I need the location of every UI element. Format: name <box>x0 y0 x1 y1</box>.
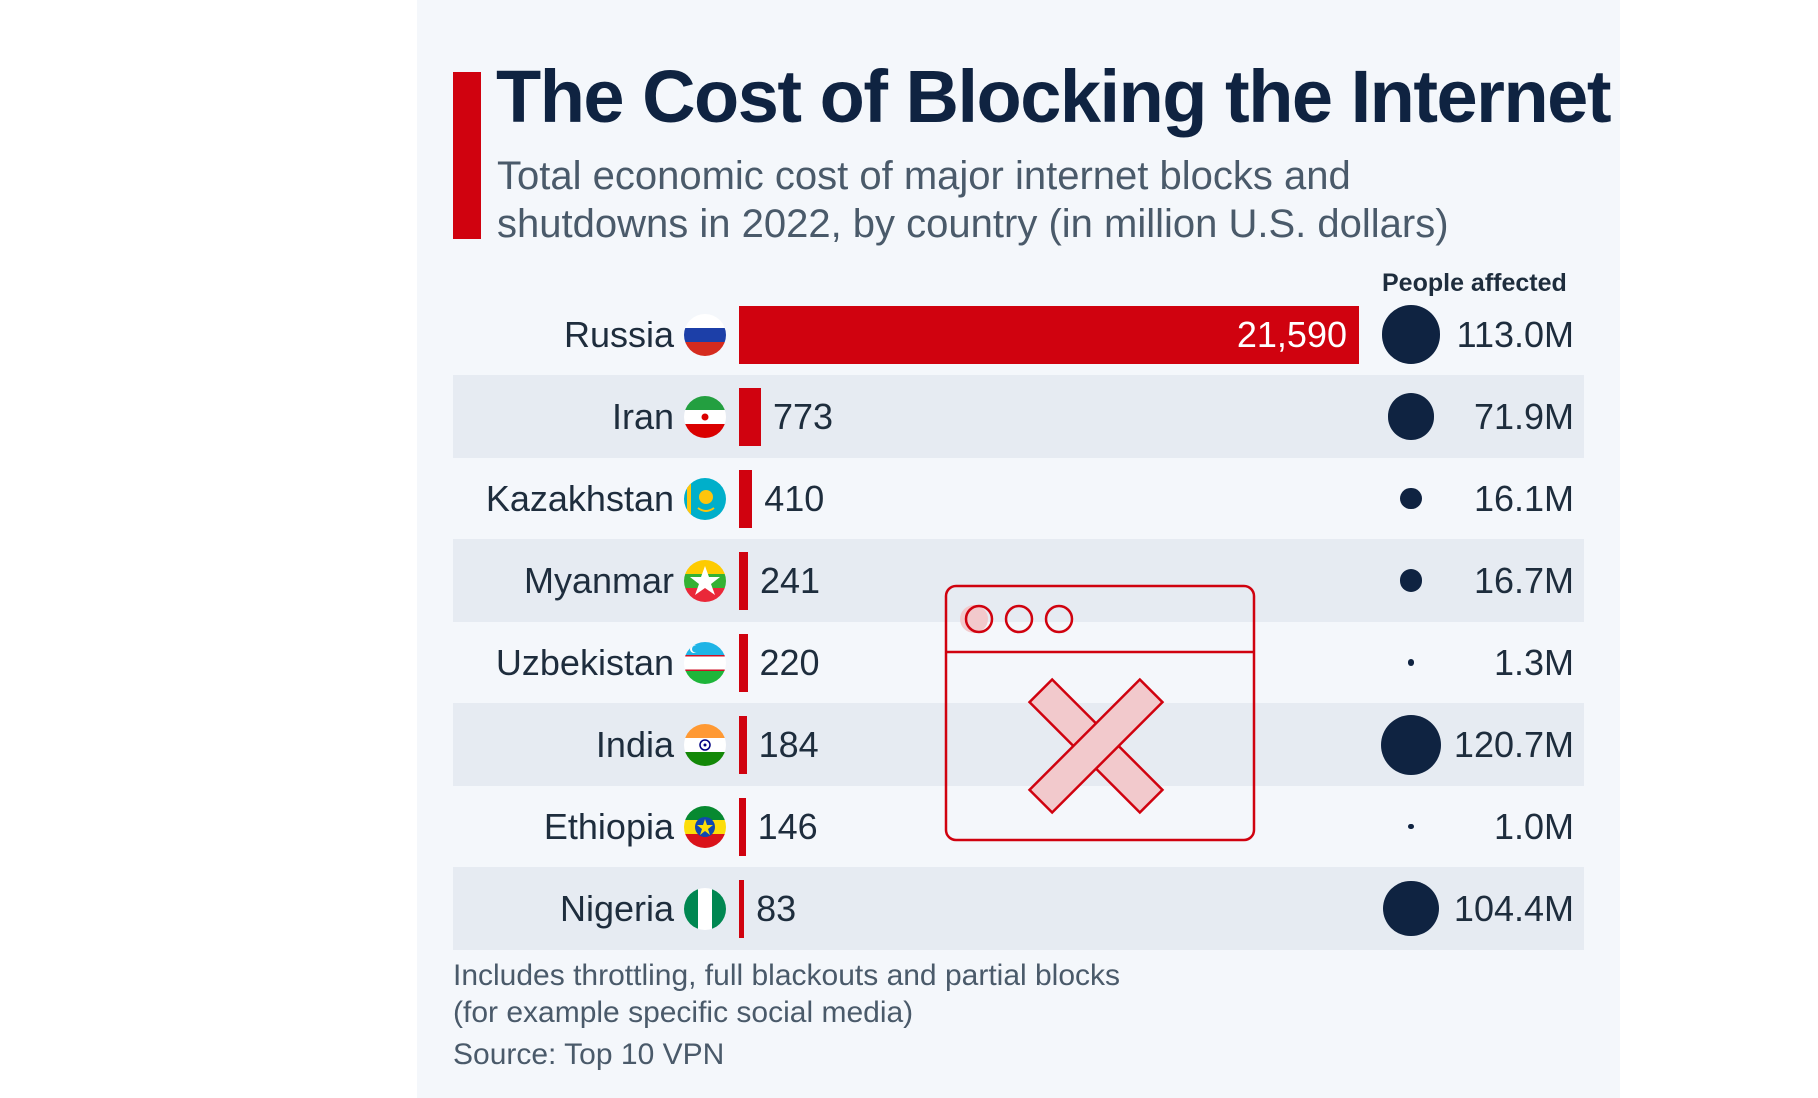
chart-subtitle: Total economic cost of major internet bl… <box>497 152 1597 248</box>
blocked-browser-icon <box>944 584 1256 842</box>
bar <box>739 469 753 528</box>
people-affected-label: 1.0M <box>1493 805 1574 847</box>
bar-value-label: 220 <box>759 641 820 683</box>
country-label: India <box>595 723 674 765</box>
people-bubble <box>1407 659 1415 666</box>
country-label: Uzbekistan <box>495 641 674 683</box>
bar <box>739 879 745 938</box>
myanmar-flag-icon <box>684 559 726 602</box>
people-affected-label: 120.7M <box>1453 723 1574 765</box>
bar <box>739 633 748 692</box>
country-label: Kazakhstan <box>485 477 674 519</box>
people-affected-label: 1.3M <box>1493 641 1574 683</box>
uzbekistan-flag-icon <box>684 641 726 684</box>
country-label: Ethiopia <box>543 805 674 847</box>
people-bubble <box>1387 393 1435 440</box>
subtitle-line-2: shutdowns in 2022, by country (in millio… <box>497 202 1449 246</box>
note-line-2: (for example specific social media) <box>453 996 914 1029</box>
people-affected-label: 71.9M <box>1473 395 1574 437</box>
iran-flag-icon <box>684 395 726 438</box>
people-bubble <box>1381 714 1441 775</box>
bar-value-label: 146 <box>757 805 818 847</box>
people-bubble <box>1383 880 1439 937</box>
country-label: Iran <box>611 395 674 437</box>
people-bubble <box>1381 305 1441 364</box>
people-affected-label: 104.4M <box>1453 887 1574 929</box>
country-label: Nigeria <box>559 887 674 929</box>
ethiopia-flag-icon <box>684 805 726 848</box>
india-flag-icon <box>684 723 726 766</box>
chart-note: Includes throttling, full blackouts and … <box>453 957 1120 1031</box>
country-label: Myanmar <box>523 559 674 601</box>
kazakhstan-flag-icon <box>684 477 726 520</box>
bar-value-label: 21,590 <box>1236 313 1347 355</box>
chart-title: The Cost of Blocking the Internet <box>496 55 1611 138</box>
note-line-1: Includes throttling, full blackouts and … <box>453 959 1121 992</box>
russia-flag-icon <box>684 313 726 356</box>
subtitle-line-1: Total economic cost of major internet bl… <box>497 154 1351 198</box>
bar-value-label: 410 <box>764 477 825 519</box>
people-bubble <box>1400 487 1422 510</box>
bar <box>739 387 761 446</box>
bar <box>739 551 749 610</box>
title-accent-bar <box>453 72 481 239</box>
bar-value-label: 184 <box>758 723 819 765</box>
nigeria-flag-icon <box>684 887 726 930</box>
bar-value-label: 83 <box>756 887 797 929</box>
people-bubble <box>1408 823 1414 830</box>
chart-source: Source: Top 10 VPN <box>453 1038 725 1071</box>
bar <box>739 797 746 856</box>
bar-value-label: 773 <box>773 395 834 437</box>
people-affected-label: 16.7M <box>1473 559 1574 601</box>
people-bubble <box>1399 569 1423 592</box>
people-affected-header: People affected <box>1382 269 1567 297</box>
people-affected-label: 113.0M <box>1456 313 1574 355</box>
bar-value-label: 241 <box>760 559 821 601</box>
row-stripe <box>453 539 1584 622</box>
bar <box>739 305 1359 364</box>
bar <box>739 715 747 774</box>
people-affected-label: 16.1M <box>1473 477 1574 519</box>
country-label: Russia <box>563 313 674 355</box>
